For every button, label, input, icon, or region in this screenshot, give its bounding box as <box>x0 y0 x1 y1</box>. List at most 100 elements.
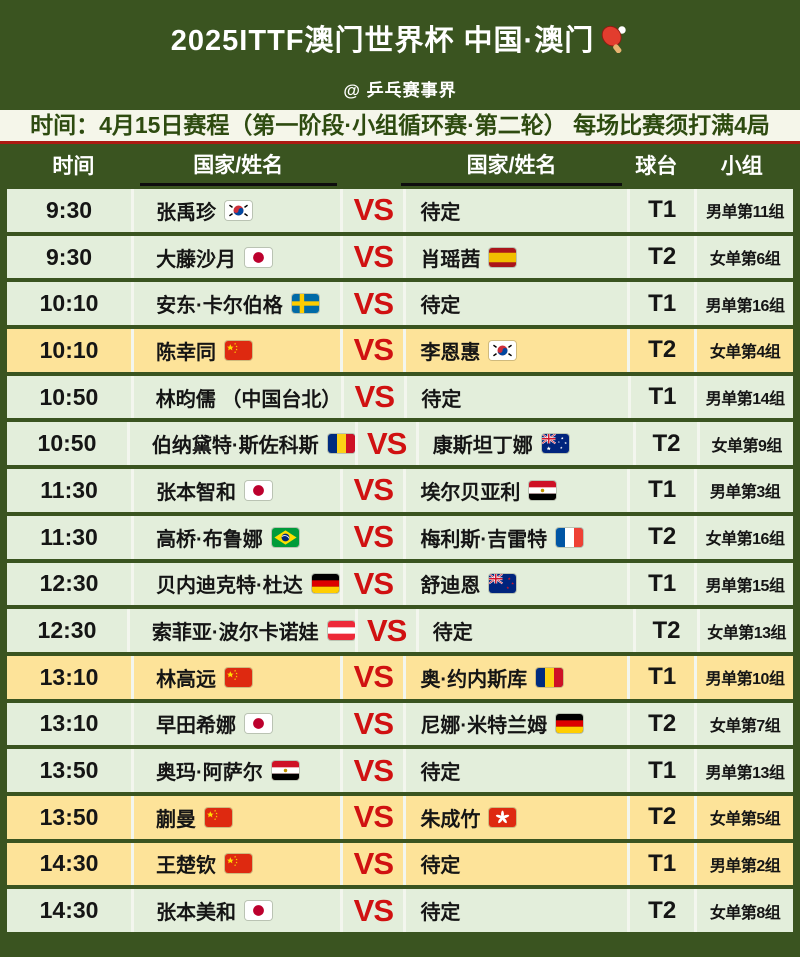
vs-label: VS <box>340 842 403 886</box>
player2-cell: 康斯坦丁娜 <box>415 422 633 466</box>
player1-cell: 蒯曼 <box>131 795 340 839</box>
header-player2: 国家/姓名 <box>401 144 623 186</box>
player2-name: 康斯坦丁娜 <box>432 435 533 458</box>
player1-name: 早田希娜 <box>156 715 237 738</box>
match-row: 13:50 蒯曼 VS 朱成竹 T2 女单第5组 <box>7 795 793 839</box>
flag-ro-icon <box>327 434 355 454</box>
header-player1: 国家/姓名 <box>139 144 337 186</box>
group-cell: 男单第3组 <box>694 469 793 512</box>
notice-bar: 时间：4月15日赛程（第一阶段·小组循环赛·第二轮） 每场比赛须打满4局 <box>0 110 800 144</box>
time-cell: 12:30 <box>39 570 99 597</box>
player1-cell: 张禹珍 <box>131 189 340 232</box>
player2-name: 李恩惠 <box>420 341 481 364</box>
time-cell: 10:10 <box>39 336 99 363</box>
header-vs-spacer <box>337 144 401 186</box>
player1-cell: 陈幸同 <box>131 329 340 372</box>
player2-name: 待定 <box>420 762 461 785</box>
flag-de-icon <box>556 714 584 734</box>
player1-name: 蒯曼 <box>156 808 197 831</box>
table-no-cell: T1 <box>627 189 694 232</box>
player2-cell: 待定 <box>403 842 627 886</box>
match-row: 12:30 贝内迪克特·杜达 VS 舒迪恩 T1 男单第15组 <box>7 562 793 606</box>
page-title-text: 2025ITTF澳门世界杯 中国·澳门 <box>170 25 595 57</box>
table-no-cell: T2 <box>627 795 694 839</box>
flag-jp-icon <box>245 714 273 734</box>
match-row: 14:30 张本美和 VS 待定 T2 女单第8组 <box>7 889 793 932</box>
flag-cn-icon <box>225 854 253 874</box>
time-cell: 13:10 <box>39 710 99 737</box>
player1-cell: 林高远 <box>131 655 340 699</box>
match-row: 10:50 林昀儒 （中国台北） VS 待定 T1 男单第14组 <box>7 375 793 419</box>
player2-cell: 朱成竹 <box>403 795 627 839</box>
group-cell: 女单第6组 <box>694 235 793 279</box>
player2-cell: 舒迪恩 <box>403 562 627 606</box>
group-cell: 男单第16组 <box>694 282 793 326</box>
player1-cell: 王楚钦 <box>131 842 340 886</box>
flag-hk-icon <box>489 807 517 827</box>
time-cell: 9:30 <box>46 243 93 270</box>
match-row: 14:30 王楚钦 VS 待定 T1 男单第2组 <box>7 842 793 886</box>
player2-name: 尼娜·米特兰姆 <box>420 715 548 738</box>
flag-cn-icon <box>205 807 233 827</box>
player2-name: 奥·约内斯库 <box>420 668 528 691</box>
match-row: 13:10 林高远 VS 奥·约内斯库 T1 男单第10组 <box>7 655 793 699</box>
time-cell: 12:30 <box>37 617 97 644</box>
player1-cell: 贝内迪克特·杜达 <box>131 562 340 606</box>
flag-jp-icon <box>245 247 273 267</box>
match-row: 10:50 伯纳黛特·斯佐科斯 VS 康斯坦丁娜 T2 女单第9组 <box>7 422 793 466</box>
table-no-cell: T1 <box>627 562 694 606</box>
table-no-cell: T1 <box>627 469 694 512</box>
player2-name: 朱成竹 <box>420 808 481 831</box>
flag-au-icon <box>541 434 569 454</box>
player1-name: 张禹珍 <box>156 201 217 224</box>
player1-name: 陈幸同 <box>156 341 217 364</box>
player1-name: 伯纳黛特·斯佐科斯 <box>151 435 319 458</box>
match-row: 13:50 奥玛·阿萨尔 VS 待定 T1 男单第13组 <box>7 749 793 792</box>
table-no-cell: T2 <box>627 235 694 279</box>
player2-cell: 埃尔贝亚利 <box>403 469 627 512</box>
table-no-cell: T2 <box>627 515 694 559</box>
table-no-cell: T1 <box>627 375 695 419</box>
player2-name: 待定 <box>420 201 461 224</box>
table-no-cell: T2 <box>632 609 698 652</box>
group-cell: 男单第10组 <box>694 655 793 699</box>
player2-cell: 奥·约内斯库 <box>403 655 627 699</box>
player1-cell: 索菲亚·波尔卡诺娃 <box>126 609 355 652</box>
table-no-cell: T1 <box>627 842 694 886</box>
group-cell: 男单第11组 <box>694 189 793 232</box>
time-cell: 10:50 <box>37 430 97 457</box>
player2-name: 埃尔贝亚利 <box>420 481 521 504</box>
player1-name: 大藤沙月 <box>156 248 237 271</box>
player1-name: 张本美和 <box>156 902 237 925</box>
group-cell: 女单第4组 <box>694 329 793 372</box>
flag-es-icon <box>489 247 517 267</box>
player1-name: 林昀儒 （中国台北） <box>155 388 342 411</box>
table-no-cell: T2 <box>627 889 694 932</box>
player2-name: 舒迪恩 <box>420 575 481 598</box>
player1-cell: 奥玛·阿萨尔 <box>131 749 340 792</box>
player1-cell: 林昀儒 （中国台北） <box>130 375 342 419</box>
vs-label: VS <box>341 375 404 419</box>
match-row: 10:10 安东·卡尔伯格 VS 待定 T1 男单第16组 <box>7 282 793 326</box>
group-cell: 女单第9组 <box>697 422 793 466</box>
match-row: 12:30 索菲亚·波尔卡诺娃 VS 待定 T2 女单第13组 <box>7 609 793 652</box>
player1-cell: 大藤沙月 <box>131 235 340 279</box>
flag-kr-icon <box>489 340 517 360</box>
vs-label: VS <box>340 469 403 512</box>
player1-cell: 张本美和 <box>131 889 340 932</box>
flag-eg-icon <box>271 761 299 781</box>
group-cell: 女单第7组 <box>694 702 793 746</box>
player2-name: 梅利斯·吉雷特 <box>420 528 548 551</box>
player2-cell: 待定 <box>403 282 627 326</box>
player2-cell: 梅利斯·吉雷特 <box>403 515 627 559</box>
time-cell: 14:30 <box>39 897 99 924</box>
player1-name: 林高远 <box>156 668 217 691</box>
match-table-body: 9:30 张禹珍 VS 待定 T1 男单第11组 9:30 大藤沙月 VS 肖瑶… <box>7 189 793 932</box>
group-cell: 男单第2组 <box>694 842 793 886</box>
group-cell: 男单第13组 <box>694 749 793 792</box>
vs-label: VS <box>340 515 403 559</box>
flag-at-icon <box>327 621 355 641</box>
match-row: 11:30 高桥·布鲁娜 VS 梅利斯·吉雷特 T2 女单第16组 <box>7 515 793 559</box>
player1-name: 王楚钦 <box>156 855 217 878</box>
